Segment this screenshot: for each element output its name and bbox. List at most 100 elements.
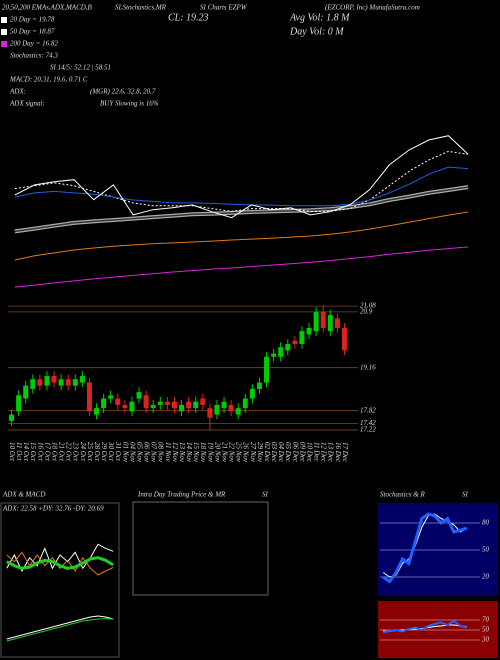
annotation: Stochastics: 74.3 [10,52,58,60]
candle-body [72,379,78,386]
candle-body [150,404,156,409]
candle-body [122,404,128,409]
candle-body [164,401,170,405]
panel-title: ADX & MACD [2,491,45,499]
x-tick-label: 09 Dec [298,442,306,463]
candle-body [108,395,114,399]
candle-body [143,395,149,409]
x-tick-label: 17 Oct [43,442,51,462]
candle-body [320,311,326,328]
candle-body [214,404,220,415]
series-line [6,615,114,640]
x-tick-label: 27 Nov [249,442,257,463]
annotation: Day Vol: 0 M [289,26,344,37]
y-tick-label: 17.22 [360,426,376,434]
x-tick-label: 12 Dec [320,442,328,463]
x-tick-label: 18 Nov [199,442,207,463]
x-tick-label: 06 Nov [143,442,151,463]
annotation: (EZCORP, Inc) MunafaSutra.com [325,4,420,12]
x-tick-label: 22 Nov [228,442,236,463]
candle-body [65,379,71,386]
x-tick-label: 21 Nov [220,442,228,463]
candle-body [341,327,347,351]
annotation: 50 Day = 18.87 [10,28,55,36]
candle-body [256,382,262,389]
x-tick-label: 04 Dec [277,442,285,463]
series-line [14,211,469,261]
x-tick-label: 03 Dec [270,442,278,463]
y-tick-label: 17.82 [360,406,376,414]
candle-body [285,343,291,351]
annotation: BUY Slowing is 16% [100,100,159,108]
annotation: 200 Day = 16.82 [10,40,58,48]
series-line [14,150,469,212]
candle-body [179,404,185,412]
candle-body [228,404,234,412]
x-tick-label: 08 Nov [157,442,165,463]
candle-body [94,408,100,415]
x-tick-label: 05 Nov [135,442,143,463]
candle-body [264,356,270,383]
x-tick-label: 31 Oct [114,441,122,462]
legend-swatch [1,29,7,35]
x-tick-label: 30 Oct [107,441,115,462]
candle-body [101,398,107,409]
candle-body [313,311,319,332]
candle-body [136,392,142,399]
series-line [382,619,468,634]
candle-body [23,385,29,399]
candle-body [86,382,92,412]
y-tick-label: 20.9 [360,307,373,315]
x-tick-label: 26 Nov [242,442,250,463]
x-tick-label: 29 Nov [256,442,264,463]
x-tick-label: 11 Nov [164,442,172,462]
series-line [6,551,114,576]
x-tick-label: 29 Oct [100,442,108,462]
candle-body [299,331,305,344]
annotation: (MGR) 22.6, 32.8, 20.7 [90,88,156,96]
candle-body [271,353,277,357]
x-tick-label: 17 Dec [341,442,349,463]
candle-body [334,318,340,328]
series-line [6,556,114,570]
candle-body [207,408,213,418]
y-tick-label: 70 [482,616,490,624]
x-tick-label: 10 Dec [305,442,313,463]
x-tick-label: 16 Oct [36,442,44,462]
candle-body [235,408,241,415]
y-tick-label: 50 [482,546,490,554]
candle-body [58,379,64,386]
y-tick-label: 17.42 [360,419,376,427]
annotation: Avg Vol: 1.8 M [289,12,350,23]
y-tick-label: 20 [482,573,490,581]
x-tick-label: 28 Oct [93,442,101,462]
candle-body [37,379,43,386]
x-tick-label: 23 Oct [72,442,80,462]
adx-frame [0,502,120,658]
candle-body [292,340,298,344]
x-tick-label: 14 Oct [22,442,30,462]
x-tick-label: 15 Nov [192,442,200,463]
x-tick-label: 04 Nov [128,442,136,463]
candle-body [44,376,50,386]
candle-body [157,401,163,405]
panel-annotation: ADX: 22.58 +DY: 32.76 -DY: 20.69 [2,505,104,513]
y-tick-label: 19.16 [360,363,376,371]
candle-body [221,401,227,409]
x-tick-label: 01 Nov [121,442,129,463]
x-tick-label: 13 Dec [327,442,335,463]
x-tick-label: 05 Dec [284,442,292,463]
candle-body [79,376,85,383]
x-tick-label: 25 Oct [86,442,94,462]
candle-body [9,414,15,421]
y-tick-label: 21.08 [360,302,376,310]
annotation: SI,Stochastics,MR [115,4,167,12]
x-tick-label: 06 Dec [291,442,299,463]
candle-body [51,376,57,383]
annotation: 20,50,200 EMAs,ADX,MACD,B [2,4,93,12]
x-tick-label: 21 Oct [58,442,66,462]
legend-swatch [1,41,7,47]
x-tick-label: 15 Oct [29,442,37,462]
x-tick-label: 14 Nov [185,442,193,463]
